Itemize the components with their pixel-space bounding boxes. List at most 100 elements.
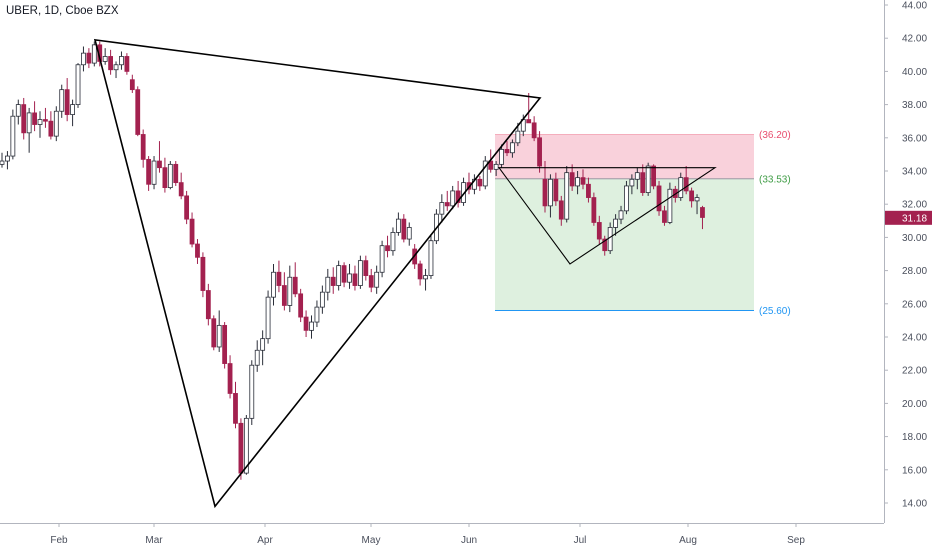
candle-down: [184, 190, 190, 225]
candle-down: [189, 212, 195, 248]
candle-body: [129, 79, 135, 91]
candle-down: [352, 265, 358, 291]
candle-body: [526, 119, 532, 124]
candle-body: [146, 158, 152, 185]
candle-body: [390, 232, 396, 252]
candle-body: [21, 104, 27, 134]
candle-down: [455, 180, 461, 208]
candle-up: [395, 212, 401, 236]
candle-up: [271, 263, 276, 306]
candle-up: [59, 84, 65, 118]
candle-body: [75, 64, 81, 106]
candle-up: [309, 315, 314, 339]
candle-down: [330, 267, 336, 294]
candle-up: [336, 260, 342, 291]
candle-body: [59, 89, 65, 112]
candle-body: [298, 293, 304, 318]
candle-body: [135, 89, 141, 135]
candle-down: [477, 175, 483, 191]
candle-body: [689, 190, 695, 202]
candle-down: [531, 116, 537, 142]
candle-body: [482, 160, 488, 187]
time-tick-label: Mar: [145, 535, 163, 546]
candle-body: [10, 115, 16, 157]
candle-body: [694, 197, 700, 202]
candle-body: [678, 177, 684, 198]
candle-up: [493, 161, 499, 176]
candle-up: [167, 161, 173, 190]
price-tick-label: 28.00: [902, 266, 927, 277]
price-tick-label: 18.00: [902, 432, 927, 443]
candle-body: [86, 52, 92, 64]
candle-body: [222, 324, 228, 364]
candle-body: [81, 52, 86, 66]
candle-body: [542, 178, 548, 207]
candle-down: [43, 107, 48, 128]
candle-body: [700, 207, 705, 218]
candle-up: [618, 205, 624, 225]
candle-down: [222, 322, 228, 369]
candle-down: [580, 169, 586, 190]
candle-body: [238, 422, 244, 474]
candle-body: [140, 134, 146, 160]
candle-body: [53, 110, 59, 137]
candle-down: [303, 310, 309, 337]
candle-up: [319, 285, 325, 314]
candle-up: [53, 106, 59, 142]
candle-body: [162, 167, 168, 188]
candle-up: [260, 330, 266, 366]
candle-down: [129, 74, 135, 93]
candle-body: [243, 417, 249, 474]
candle-body: [167, 163, 173, 189]
candle-up: [10, 109, 16, 160]
candle-up: [347, 263, 352, 289]
candle-body: [352, 273, 358, 286]
candle-body: [368, 275, 374, 288]
candle-body: [363, 260, 369, 276]
candle-body: [417, 263, 423, 280]
candle-up: [629, 174, 635, 195]
candles: [0, 41, 705, 480]
candle-up: [667, 182, 673, 225]
candle-up: [564, 166, 570, 223]
candle-down: [602, 235, 608, 256]
symbol-title: UBER, 1D, Cboe BZX: [6, 5, 119, 17]
candle-down: [368, 268, 374, 293]
candle-down: [281, 272, 287, 311]
candle-body: [683, 177, 689, 192]
target-price-label: (25.60): [759, 306, 791, 317]
time-tick-label: Sep: [787, 535, 805, 546]
candle-body: [428, 240, 434, 276]
candle-up: [645, 162, 651, 196]
price-tick-label: 38.00: [902, 100, 927, 111]
candle-body: [0, 160, 5, 165]
candle-body: [656, 185, 662, 212]
candle-body: [667, 188, 673, 223]
candle-body: [64, 89, 70, 115]
candle-body: [233, 393, 238, 424]
candle-down: [157, 141, 162, 173]
candle-body: [108, 56, 113, 71]
candle-up: [151, 156, 157, 190]
candle-body: [374, 271, 380, 288]
candle-up: [119, 51, 124, 70]
candle-up: [634, 167, 640, 190]
candle-up: [26, 107, 32, 153]
price-tick-label: 34.00: [902, 167, 927, 178]
entry-price-label: (33.53): [759, 174, 791, 185]
candle-body: [379, 245, 385, 273]
candle-body: [624, 185, 629, 212]
candle-body: [515, 130, 521, 144]
candle-down: [586, 177, 591, 203]
candle-down: [341, 262, 347, 288]
candle-body: [287, 276, 293, 306]
candle-down: [542, 161, 548, 213]
candle-down: [238, 418, 244, 480]
candle-down: [700, 205, 705, 230]
candle-up: [678, 172, 684, 201]
candle-body: [504, 149, 510, 154]
candle-down: [662, 205, 667, 226]
candle-body: [119, 56, 124, 66]
candle-body: [48, 120, 54, 137]
